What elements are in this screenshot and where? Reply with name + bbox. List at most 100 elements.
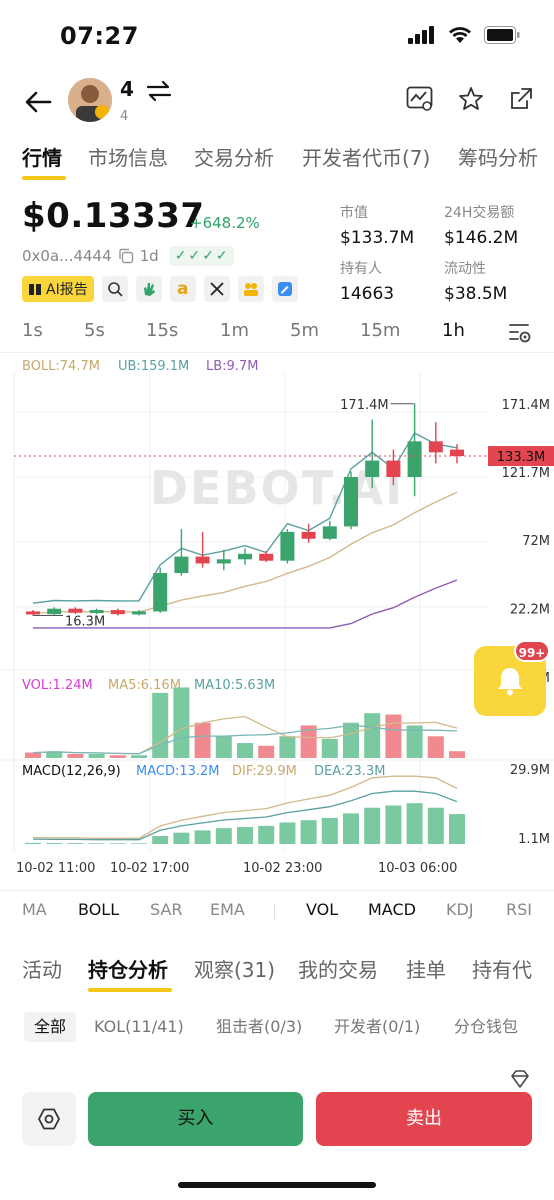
hand-chip[interactable] xyxy=(135,276,162,302)
back-arrow-icon[interactable] xyxy=(20,84,56,120)
macd-legend-dea: DEA:23.3M xyxy=(314,764,385,779)
chart-divider xyxy=(0,352,554,353)
macd-dea-line xyxy=(32,790,458,841)
stat-value: $133.7M xyxy=(340,228,415,248)
filter-all[interactable]: 全部 xyxy=(24,1012,77,1042)
indicator-sar[interactable]: SAR xyxy=(150,900,183,919)
tab-watch[interactable]: 观察(31) xyxy=(194,958,276,982)
status-icons xyxy=(408,26,520,44)
indicator-kdj[interactable]: KDJ xyxy=(446,900,474,919)
tab-market-info[interactable]: 市场信息 xyxy=(88,146,168,170)
ave-chip[interactable]: a xyxy=(169,276,196,302)
candle-body xyxy=(68,608,83,613)
interval-selector: 1s 5s 15s 1m 5m 15m 1h xyxy=(0,318,554,348)
search-chip[interactable] xyxy=(101,276,128,302)
check-icon: ✓ xyxy=(215,248,228,264)
tab-dev-tokens[interactable]: 开发者代币(7) xyxy=(302,146,431,170)
interval-1m[interactable]: 1m xyxy=(220,320,249,341)
tab-orders[interactable]: 挂单 xyxy=(406,958,446,982)
volume-bar xyxy=(343,722,359,758)
indicator-boll[interactable]: BOLL xyxy=(78,900,120,919)
chart-settings-icon[interactable] xyxy=(508,322,532,344)
indicator-macd[interactable]: MACD xyxy=(368,900,416,919)
volume-bar xyxy=(109,755,126,758)
high-marker-label: 171.4M xyxy=(340,398,388,413)
stat-value: $38.5M xyxy=(444,284,508,304)
candle-body xyxy=(153,573,168,612)
share-icon[interactable] xyxy=(508,86,534,112)
interval-15s[interactable]: 15s xyxy=(146,320,179,341)
buy-button[interactable]: 买入 xyxy=(88,1092,303,1146)
price-change: +648.2% xyxy=(190,214,260,232)
tab-my-trades[interactable]: 我的交易 xyxy=(298,958,378,982)
macd-bar xyxy=(109,843,126,844)
candle-body xyxy=(344,477,358,527)
filter-snipers[interactable]: 狙击者(0/3) xyxy=(216,1017,303,1036)
tab-holdings-analysis[interactable]: 持仓分析 xyxy=(88,958,168,982)
security-checks[interactable]: ✓ ✓ ✓ ✓ xyxy=(168,246,234,266)
indicator-vol[interactable]: VOL xyxy=(306,900,339,919)
macd-bar xyxy=(364,807,381,844)
volume-bar xyxy=(364,713,381,758)
tab-market[interactable]: 行情 xyxy=(22,146,62,170)
price-axis-label: 72M xyxy=(522,534,550,549)
volume-bar xyxy=(194,722,211,758)
candle-body xyxy=(174,556,189,574)
tab-activity[interactable]: 活动 xyxy=(22,958,62,982)
signal-icon xyxy=(408,26,434,44)
tab-trade-analysis[interactable]: 交易分析 xyxy=(194,146,274,170)
interval-5s[interactable]: 5s xyxy=(84,320,105,341)
token-price: $0.13337 xyxy=(22,196,205,236)
indicator-rsi[interactable]: RSI xyxy=(506,900,532,919)
x-axis-label: 10-02 11:00 xyxy=(16,861,95,876)
x-logo-icon xyxy=(210,282,224,296)
stat-label: 市值 xyxy=(340,205,368,221)
filter-kol[interactable]: KOL(11/41) xyxy=(94,1017,184,1036)
candle-body xyxy=(301,531,316,539)
macd-bar xyxy=(131,843,147,844)
tab-holders[interactable]: 持有代 xyxy=(472,958,532,982)
price-chart[interactable]: DEBOT.AI BOLL:74.7M UB:159.1M LB:9.7M 171.… xyxy=(0,352,554,882)
vol-legend-ma10: MA10:5.63M xyxy=(194,678,275,693)
volume-bar xyxy=(385,714,402,758)
interval-1s[interactable]: 1s xyxy=(22,320,43,341)
x-chip[interactable] xyxy=(203,276,230,302)
interval-15m[interactable]: 15m xyxy=(360,320,401,341)
interval-5m[interactable]: 5m xyxy=(290,320,319,341)
candle-body xyxy=(238,553,252,560)
community-chip[interactable] xyxy=(237,276,264,302)
ai-report-label: AI报告 xyxy=(46,282,88,298)
macd-bar xyxy=(427,807,444,844)
ai-report-button[interactable]: AI报告 xyxy=(22,276,94,302)
filter-split-wallets[interactable]: 分仓钱包 xyxy=(454,1017,519,1036)
candle-body xyxy=(259,553,274,561)
x-axis-label: 10-03 06:00 xyxy=(378,861,457,876)
indicator-selector: MA BOLL SAR EMA VOL MACD KDJ RSI xyxy=(0,890,554,928)
candle-body xyxy=(89,610,104,614)
macd-bar xyxy=(215,828,232,844)
trade-settings-button[interactable] xyxy=(22,1092,76,1146)
copy-icon[interactable] xyxy=(118,248,134,264)
settings-hex-icon xyxy=(38,1108,60,1130)
indicator-ma[interactable]: MA xyxy=(22,900,47,919)
macd-axis-label: 1.1M xyxy=(518,832,550,847)
star-icon[interactable] xyxy=(458,86,484,112)
token-avatar[interactable] xyxy=(68,78,112,122)
chart-watch-icon[interactable] xyxy=(406,86,434,112)
volume-bar xyxy=(173,687,190,758)
note-chip[interactable] xyxy=(271,276,298,302)
sell-button[interactable]: 卖出 xyxy=(316,1092,532,1146)
diamond-icon[interactable] xyxy=(510,1070,530,1088)
price-axis-label: 22.2M xyxy=(510,602,550,617)
stat-label: 24H交易额 xyxy=(444,205,515,221)
interval-1h[interactable]: 1h xyxy=(442,320,465,341)
link-chips: AI报告 a xyxy=(22,276,298,302)
macd-legend-params: MACD(12,26,9) xyxy=(22,764,121,779)
indicator-ema[interactable]: EMA xyxy=(210,900,245,919)
battery-icon xyxy=(484,26,520,44)
swap-icon[interactable] xyxy=(146,80,172,102)
filter-developers[interactable]: 开发者(0/1) xyxy=(334,1017,421,1036)
tab-chip-analysis[interactable]: 筹码分析 xyxy=(458,146,538,170)
boll-legend-ub: UB:159.1M xyxy=(118,359,189,374)
indicator-separator xyxy=(274,903,275,919)
